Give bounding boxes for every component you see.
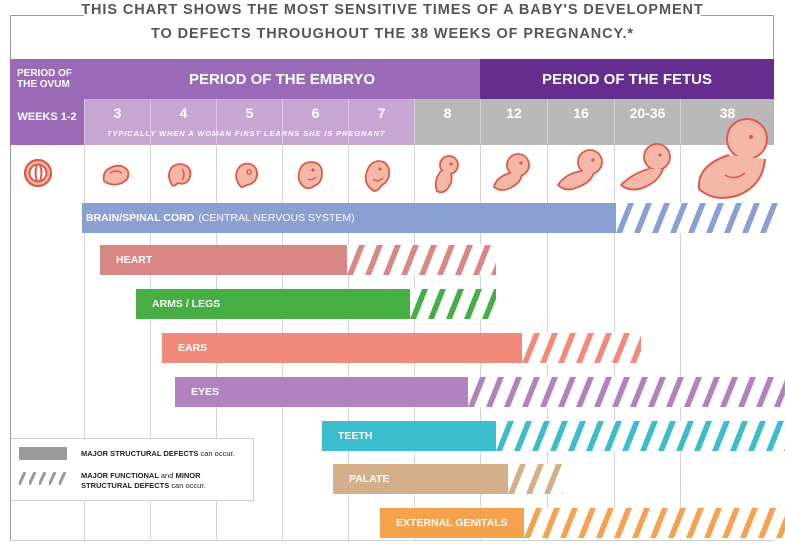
legend-functional-rest: can occur. <box>171 481 206 490</box>
week-column-7: 7 <box>348 99 414 145</box>
bar-label-text: PALATE <box>349 473 390 485</box>
bar-hatch <box>468 377 785 407</box>
bar-label: EXTERNAL GENITALS <box>396 517 508 529</box>
legend-functional-text: MAJOR FUNCTIONAL and MINOR STRUCTURAL DE… <box>81 471 251 491</box>
bar-label-text: BRAIN/SPINAL CORD <box>86 212 195 224</box>
bar-external-genitals: EXTERNAL GENITALS <box>380 508 785 538</box>
period-fetus-header: PERIOD OF THE FETUS <box>480 59 774 99</box>
bar-label-text: TEETH <box>338 430 373 442</box>
bar-hatch <box>347 245 496 275</box>
embryo-week-5-icon <box>235 162 259 188</box>
frame-bottom <box>10 540 774 541</box>
legend-functional-bold-2: MINOR <box>175 471 201 480</box>
bar-label-text: EARS <box>178 342 208 354</box>
bar-label: EYES <box>191 386 219 398</box>
period-ovum-header: PERIOD OF THE OVUM <box>10 59 84 99</box>
bar-hatch <box>410 289 496 319</box>
frame-left <box>10 15 11 541</box>
bar-label: EARS <box>178 342 207 354</box>
week-column-3: 3 <box>84 99 150 145</box>
title-line-1: THIS CHART SHOWS THE MOST SENSITIVE TIME… <box>81 2 704 18</box>
week-column-12: 12 <box>480 99 547 145</box>
embryo-week-7-icon <box>364 160 391 192</box>
legend-hatch-swatch <box>19 472 67 485</box>
fetus-week-38-icon <box>697 118 768 199</box>
embryo-icons <box>23 118 768 199</box>
period-ovum-line2: THE OVUM <box>17 79 70 90</box>
week-column-5: 5 <box>216 99 282 145</box>
fetus-week-16-icon <box>556 149 603 191</box>
weeks-row: WEEKS 1-2 <box>10 99 774 145</box>
weeks-note: TYPICALLY WHEN A WOMAN FIRST LEARNS SHE … <box>107 129 386 138</box>
legend-solid-swatch <box>19 447 67 460</box>
period-ovum-line1: PERIOD OF <box>17 68 73 79</box>
fetus-week-20-36-icon <box>619 143 671 191</box>
embryo-week-8-icon <box>434 155 459 194</box>
grid-line <box>680 145 681 541</box>
grid-line <box>84 145 85 541</box>
legend-functional-bold-1: MAJOR FUNCTIONAL <box>81 471 159 480</box>
title-rule-left <box>10 15 84 16</box>
title-rule-right <box>701 15 773 16</box>
bar-label: PALATE <box>349 473 389 485</box>
bar-eyes: EYES <box>175 377 785 407</box>
legend-major-rest: can occur. <box>200 449 235 458</box>
bar-label: HEART <box>116 254 152 266</box>
bar-label: BRAIN/SPINAL CORD (CENTRAL NERVOUS SYSTEM… <box>86 212 355 224</box>
bar-heart: HEART <box>100 245 496 275</box>
bar-hatch <box>616 203 778 233</box>
grid-line <box>150 145 151 541</box>
bar-teeth: TEETH <box>322 421 785 451</box>
bar-arms-legs: ARMS / LEGS <box>136 289 496 319</box>
week-column-8: 8 <box>414 99 480 145</box>
weeks-label: WEEKS 1-2 <box>10 99 84 145</box>
bar-palate: PALATE <box>333 464 563 494</box>
bar-brain-spinal-cord: BRAIN/SPINAL CORD (CENTRAL NERVOUS SYSTEM… <box>82 203 778 233</box>
legend-major-bold: MAJOR STRUCTURAL DEFECTS <box>81 449 199 458</box>
bar-hatch <box>522 333 641 363</box>
week-column-20-36: 20-36 <box>614 99 680 145</box>
bar-label: ARMS / LEGS <box>152 298 220 310</box>
bar-hatch <box>496 421 785 451</box>
title-line-2: TO DEFECTS THROUGHOUT THE 38 WEEKS OF PR… <box>151 26 634 42</box>
ovum-icon <box>23 158 53 188</box>
bar-label-text: ARMS / LEGS <box>152 298 221 310</box>
legend-major-text: MAJOR STRUCTURAL DEFECTS can occur. <box>81 449 235 459</box>
week-column-4: 4 <box>150 99 216 145</box>
bar-ears: EARS <box>162 333 641 363</box>
bar-label: TEETH <box>338 430 372 442</box>
bar-label-sub: (CENTRAL NERVOUS SYSTEM) <box>198 212 355 224</box>
week-column-16: 16 <box>547 99 614 145</box>
bar-hatch <box>508 464 563 494</box>
legend-functional-and: and <box>160 471 174 480</box>
legend-functional-bold-3: STRUCTURAL DEFECTS <box>81 481 170 490</box>
embryo-week-3-icon <box>102 164 130 186</box>
embryo-week-4-icon <box>168 163 192 187</box>
week-column-6: 6 <box>282 99 348 145</box>
period-embryo-header: PERIOD OF THE EMBRYO <box>84 59 480 99</box>
bar-label-text: EYES <box>191 386 220 398</box>
embryo-week-6-icon <box>297 161 323 190</box>
frame-right <box>773 15 774 59</box>
bar-label-text: EXTERNAL GENITALS <box>396 517 508 529</box>
bar-label-text: HEART <box>116 254 153 266</box>
legend: MAJOR STRUCTURAL DEFECTS can occur. MAJO… <box>11 438 254 501</box>
fetus-week-12-icon <box>493 153 530 191</box>
bar-hatch <box>524 508 785 538</box>
